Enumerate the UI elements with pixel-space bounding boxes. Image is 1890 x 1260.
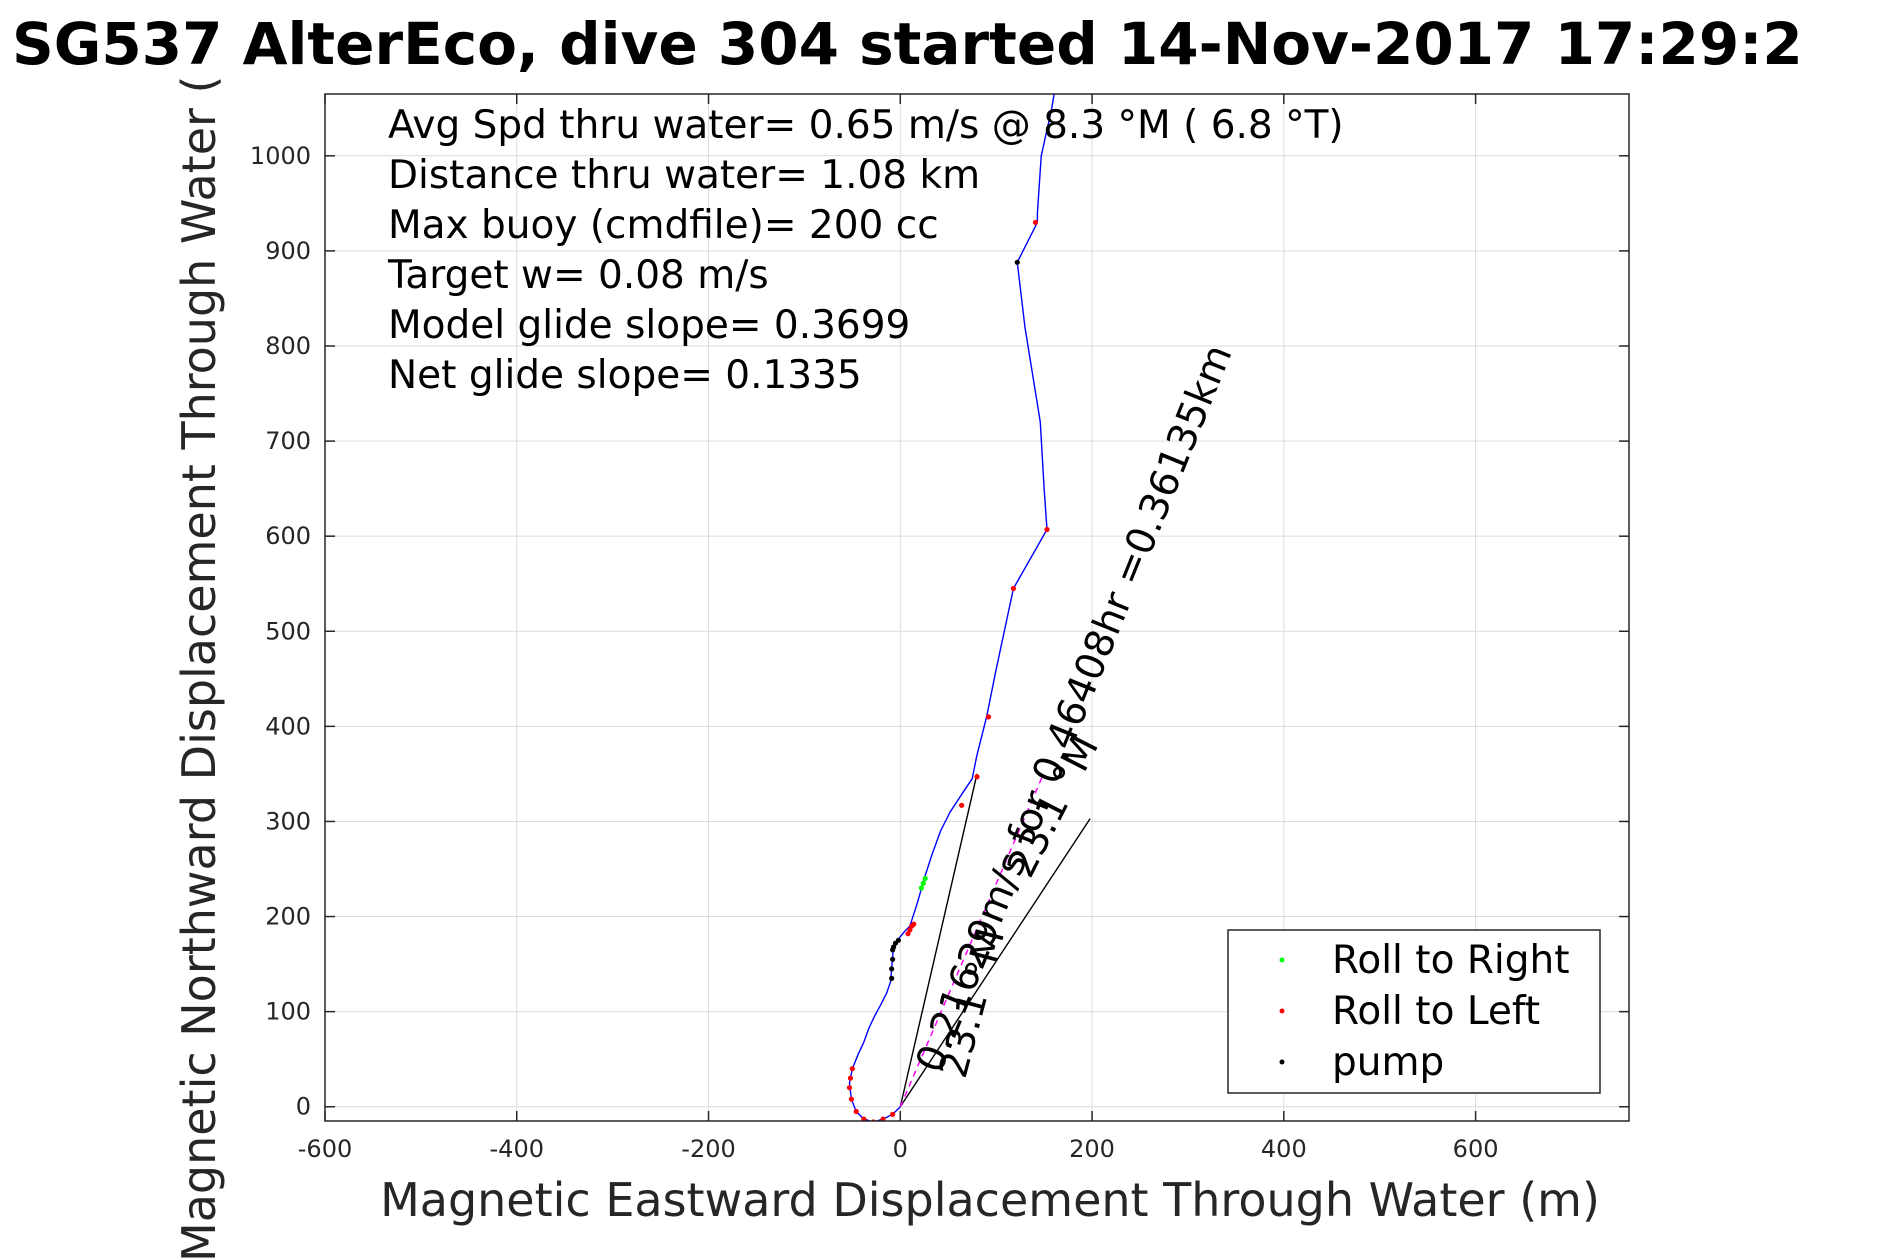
point-pump <box>890 956 896 962</box>
point-roll-to-left <box>853 1108 859 1115</box>
plot-frame <box>324 93 1630 1122</box>
chart-title: SG537 AlterEco, dive 304 started 14-Nov-… <box>12 10 1803 78</box>
reference-line <box>899 773 978 1107</box>
x-tick-label: 0 <box>893 1135 908 1163</box>
info-text-block: Avg Spd thru water= 0.65 m/s @ 8.3 °M ( … <box>387 103 1344 398</box>
y-tick-label: 900 <box>265 237 311 265</box>
y-tick-label: 800 <box>265 332 311 360</box>
y-axis-label: Magnetic Northward Displacement Through … <box>172 76 226 1260</box>
legend-marker-roll-left <box>1279 1008 1285 1014</box>
info-distance: Distance thru water= 1.08 km <box>388 153 980 198</box>
legend-label-roll-right: Roll to Right <box>1332 938 1570 983</box>
point-roll-to-left <box>846 1085 853 1091</box>
point-roll-to-left <box>959 802 965 808</box>
x-tick-label: 600 <box>1453 1135 1499 1163</box>
info-target-w: Target w= 0.08 m/s <box>387 253 769 298</box>
x-tick-label: 400 <box>1261 1135 1307 1163</box>
legend-box <box>1227 929 1601 1094</box>
point-roll-to-right <box>922 875 928 882</box>
point-roll-to-left <box>911 921 917 927</box>
x-tick-label: -400 <box>490 1135 544 1163</box>
point-roll-to-left <box>848 1096 854 1102</box>
legend-marker-pump <box>1279 1059 1285 1065</box>
point-roll-to-left <box>1044 526 1050 533</box>
grid <box>324 94 1629 1121</box>
info-avg-speed: Avg Spd thru water= 0.65 m/s @ 8.3 °M ( … <box>388 103 1344 148</box>
legend-marker-roll-right <box>1279 957 1285 963</box>
point-pump <box>895 937 901 943</box>
y-tick-label: 0 <box>296 1093 311 1121</box>
y-tick-label: 1000 <box>250 142 311 170</box>
point-roll-to-left <box>847 1075 854 1081</box>
y-tick-label: 500 <box>265 617 311 645</box>
point-roll-to-left <box>861 1116 867 1121</box>
legend-label-roll-left: Roll to Left <box>1332 989 1540 1034</box>
reference-line <box>899 818 1091 1108</box>
marker-layer <box>846 219 1050 1121</box>
x-axis-label: Magnetic Eastward Displacement Through W… <box>380 1173 1600 1227</box>
point-roll-to-left <box>880 1116 886 1121</box>
point-roll-to-left <box>890 1111 896 1117</box>
y-tick-label: 200 <box>265 903 311 931</box>
x-tick-label: -600 <box>298 1135 352 1163</box>
point-pump <box>889 975 895 981</box>
point-roll-to-left <box>974 774 980 780</box>
legend: Roll to Right Roll to Left pump <box>1227 929 1601 1094</box>
info-max-buoy: Max buoy (cmdfile)= 200 cc <box>388 203 939 248</box>
net-displacement-dashed-line <box>899 776 1043 1108</box>
point-roll-to-left <box>1032 219 1039 225</box>
info-net-glide-slope: Net glide slope= 0.1335 <box>388 353 862 398</box>
point-pump <box>889 966 895 972</box>
legend-label-pump: pump <box>1332 1040 1444 1085</box>
reference-lines <box>899 773 1091 1108</box>
point-roll-to-left <box>985 714 992 720</box>
x-tick-label: -200 <box>681 1135 735 1163</box>
y-tick-label: 600 <box>265 522 311 550</box>
point-roll-to-right <box>920 880 926 886</box>
axis-ticks: -600 -400 -200 0 200 400 600 0 100 200 300 400 500 60… <box>250 94 1629 1163</box>
y-tick-label: 400 <box>265 712 311 740</box>
point-roll-to-left <box>1010 585 1017 592</box>
y-tick-label: 700 <box>265 427 311 455</box>
point-roll-to-left <box>849 1066 855 1072</box>
point-roll-to-right <box>918 885 924 891</box>
x-tick-label: 200 <box>1069 1135 1115 1163</box>
info-model-glide-slope: Model glide slope= 0.3699 <box>388 303 910 348</box>
y-tick-label: 100 <box>265 998 311 1026</box>
point-pump <box>1014 259 1020 265</box>
y-tick-label: 300 <box>265 807 311 835</box>
